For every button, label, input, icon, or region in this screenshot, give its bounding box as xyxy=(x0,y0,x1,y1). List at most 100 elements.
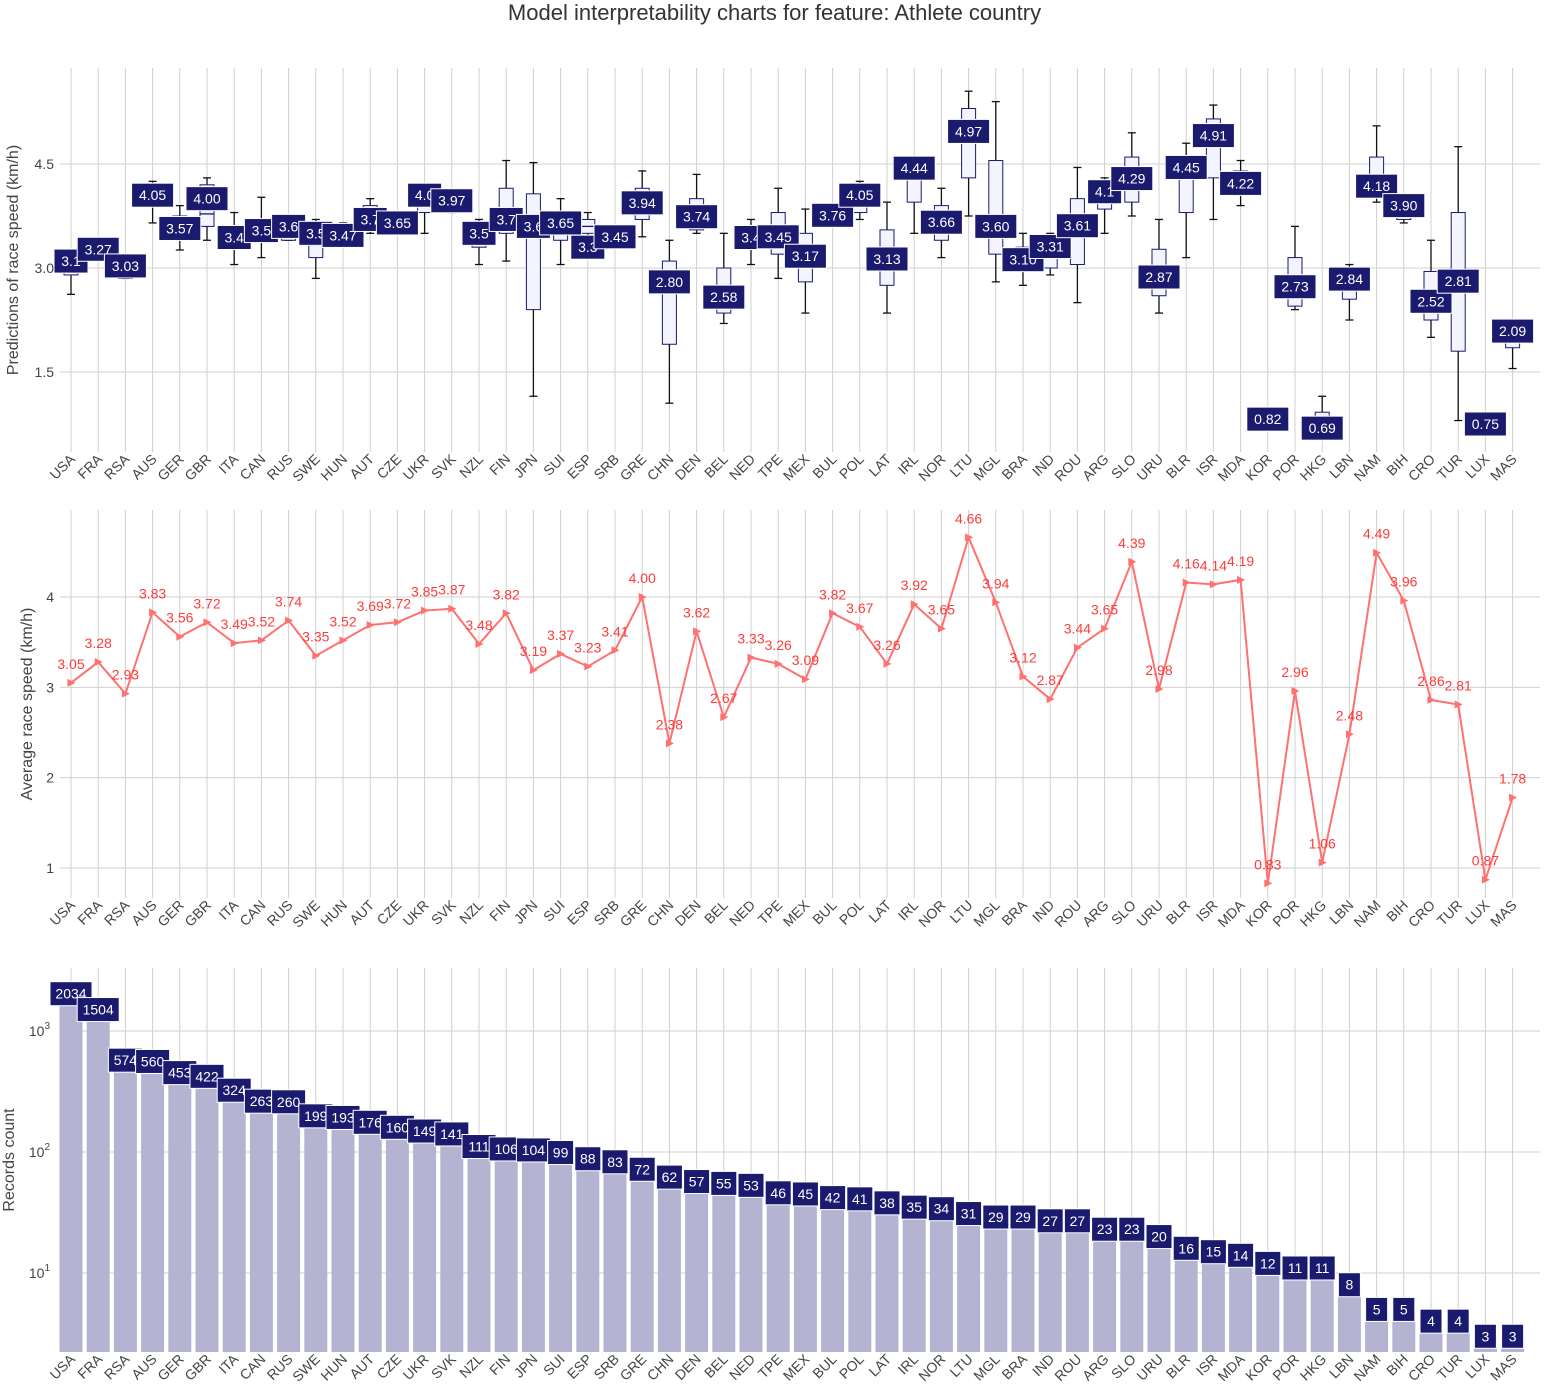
bar xyxy=(222,1090,246,1352)
y-tick-label: 4.5 xyxy=(35,156,55,172)
x-tick-label: SLO xyxy=(1108,451,1139,482)
box-value-label: 3.4 xyxy=(741,229,761,245)
data-label: 3.56 xyxy=(166,610,193,626)
box-value-label-bg xyxy=(620,190,664,216)
bar xyxy=(630,1169,654,1352)
box-value-label: 3.7 xyxy=(360,211,380,227)
bar xyxy=(1201,1251,1225,1352)
bar-value-label: 23 xyxy=(1124,1221,1140,1237)
data-label: 3.44 xyxy=(1064,621,1091,637)
box-value-label: 3.6 xyxy=(524,218,544,234)
x-tick-label: BUL xyxy=(809,451,840,482)
data-label: 3.26 xyxy=(765,637,792,653)
bar-value-label: 4 xyxy=(1454,1313,1462,1329)
x-tick-label: AUS xyxy=(128,1351,160,1383)
bar-value-label: 53 xyxy=(743,1177,759,1193)
data-point xyxy=(584,662,593,671)
x-tick-label: UKR xyxy=(400,451,432,483)
bar xyxy=(576,1158,600,1352)
x-tick-label: CHN xyxy=(644,1351,677,1384)
x-tick-label: LAT xyxy=(865,450,894,479)
data-point xyxy=(1264,879,1273,888)
bar xyxy=(1174,1248,1198,1352)
bar-value-label: 324 xyxy=(223,1082,247,1098)
x-tick-label: SWE xyxy=(289,451,323,485)
box-value-label-bg xyxy=(375,210,419,236)
box-value-label-bg xyxy=(1137,264,1181,290)
bar-value-label: 263 xyxy=(250,1093,274,1109)
data-point xyxy=(638,593,647,601)
x-tick-label: MEX xyxy=(780,896,813,929)
bar xyxy=(1093,1229,1117,1352)
data-label: 3.82 xyxy=(493,586,520,602)
data-label: 3.33 xyxy=(737,631,764,647)
y-axis-label: Average race speed (km/h) xyxy=(19,608,36,801)
box-value-label: 3.1 xyxy=(61,253,81,269)
y-tick-label: 3.0 xyxy=(35,260,55,276)
bar xyxy=(304,1115,328,1352)
box-value-label-bg xyxy=(1191,123,1235,149)
x-tick-label: HUN xyxy=(317,1351,350,1384)
data-point xyxy=(1019,672,1028,681)
box-value-label: 3.5 xyxy=(252,223,272,239)
bar xyxy=(413,1131,437,1352)
data-label: 2.48 xyxy=(1336,707,1363,723)
x-tick-label: LAT xyxy=(865,1350,894,1379)
x-tick-label: NOR xyxy=(915,451,948,484)
bar-value-label: 38 xyxy=(879,1195,895,1211)
box xyxy=(525,193,541,311)
data-label: 3.65 xyxy=(928,602,955,618)
box-value-label: 3.17 xyxy=(792,248,819,264)
x-tick-label: GER xyxy=(154,897,187,930)
x-tick-label: POR xyxy=(1269,897,1302,930)
box-value-label: 3.97 xyxy=(438,193,465,209)
bar xyxy=(1256,1263,1280,1352)
bar-value-label-bg xyxy=(1365,1296,1389,1322)
data-point xyxy=(1427,695,1436,704)
bar-value-label-bg xyxy=(1308,1255,1336,1281)
box-value-label: 4.44 xyxy=(901,160,928,176)
data-label: 2.67 xyxy=(710,690,737,706)
data-label: 3.12 xyxy=(1009,649,1036,665)
bar-value-label-bg xyxy=(900,1194,928,1220)
bar-value-label: 260 xyxy=(277,1094,301,1110)
data-point xyxy=(1155,685,1164,694)
x-tick-label: HKG xyxy=(1297,451,1330,484)
box-value-label-bg xyxy=(1491,318,1535,344)
data-label: 0.83 xyxy=(1254,856,1281,872)
bar-value-label-bg xyxy=(1254,1250,1282,1276)
x-tick-label: BLR xyxy=(1163,1351,1194,1382)
data-point xyxy=(285,616,294,625)
box-value-label-bg xyxy=(1055,213,1099,239)
x-tick-label: CRO xyxy=(1405,897,1438,930)
box-value-label-bg xyxy=(865,246,909,272)
box-value-label-bg xyxy=(838,182,882,208)
x-tick-label: CAN xyxy=(236,451,268,483)
x-tick-label: LBN xyxy=(1326,451,1357,482)
box-value-label-bg xyxy=(1436,268,1480,294)
data-point xyxy=(230,639,239,648)
x-tick-label: BEL xyxy=(701,1351,731,1381)
x-tick-label: GRE xyxy=(617,451,650,484)
bar-value-label: 104 xyxy=(522,1142,546,1158)
bar-value-label: 20 xyxy=(1151,1229,1167,1245)
x-tick-label: BRA xyxy=(998,1350,1030,1382)
box-value-label-bg xyxy=(1219,170,1263,196)
box-value-label: 3.7 xyxy=(496,211,516,227)
x-tick-label: AUT xyxy=(346,896,377,927)
data-point xyxy=(339,636,348,645)
bar-value-label: 14 xyxy=(1233,1247,1249,1263)
bar-value-label: 8 xyxy=(1346,1277,1354,1293)
data-label: 3.94 xyxy=(982,575,1009,591)
box-value-label: 3.45 xyxy=(601,229,628,245)
x-tick-label: CAN xyxy=(236,897,268,929)
data-label: 3.92 xyxy=(901,577,928,593)
bar-value-label: 11 xyxy=(1288,1260,1303,1276)
y-axis-label: Predictions of race speed (km/h) xyxy=(5,145,22,375)
box-value-label: 0.75 xyxy=(1472,416,1499,432)
bar-value-label-bg xyxy=(873,1190,901,1216)
data-point xyxy=(1481,875,1490,884)
x-tick-label: DEN xyxy=(672,1351,704,1383)
x-tick-label: BEL xyxy=(701,451,731,481)
